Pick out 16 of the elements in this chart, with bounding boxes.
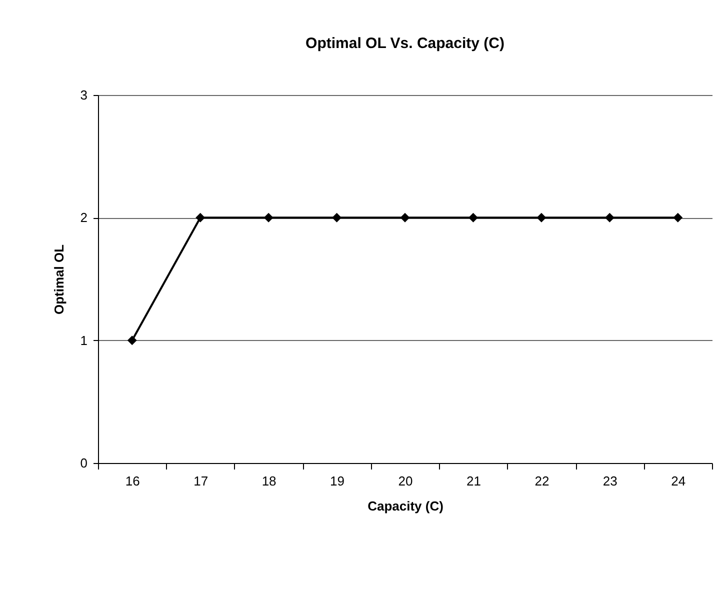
y-tick-label: 1: [80, 332, 88, 348]
x-tick-label: 17: [194, 474, 208, 488]
chart-title: Optimal OL Vs. Capacity (C): [306, 35, 504, 52]
x-tick-label: 23: [602, 474, 618, 488]
y-tick-label: 3: [80, 88, 88, 102]
x-tick-label: 20: [398, 474, 413, 488]
y-tick-label: 0: [80, 456, 88, 470]
x-tick-label: 16: [125, 474, 140, 488]
x-tick-label: 18: [262, 474, 276, 488]
x-tick-label: 19: [330, 474, 345, 488]
x-tick-label: 24: [671, 474, 686, 488]
x-tick-label: 21: [466, 474, 481, 488]
x-tick-label: 22: [534, 474, 550, 488]
x-axis-title: Capacity (C): [368, 498, 444, 514]
y-tick-label: 2: [80, 210, 88, 226]
y-axis-title: Optimal OL: [51, 244, 66, 315]
